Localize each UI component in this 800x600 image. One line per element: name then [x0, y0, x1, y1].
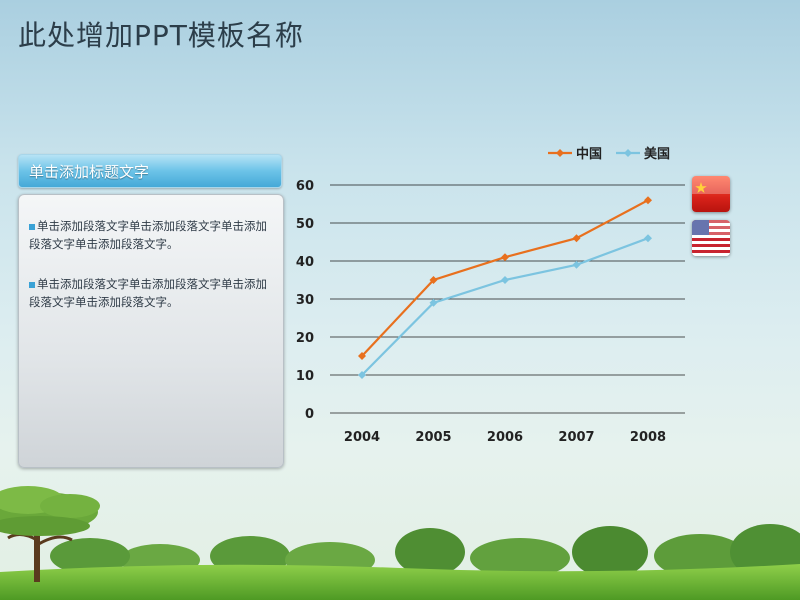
side-paragraph-1: 单击添加段落文字单击添加段落文字单击添加段落文字单击添加段落文字。	[29, 217, 269, 253]
y-tick-label: 50	[296, 217, 314, 232]
side-panel-header: 单击添加标题文字	[18, 154, 282, 188]
y-tick-label: 40	[296, 255, 314, 270]
data-point	[501, 276, 509, 284]
x-tick-label: 2006	[487, 430, 523, 445]
legend-marker-2	[624, 149, 632, 157]
series-layer	[358, 196, 652, 379]
legend-marker-1	[556, 149, 564, 157]
slide-title: 此处增加PPT模板名称	[18, 19, 304, 52]
x-tick-label: 2007	[558, 430, 594, 445]
bullet-icon	[29, 281, 35, 288]
y-tick-label: 20	[296, 331, 314, 346]
grass-ground	[0, 564, 800, 600]
data-point	[572, 234, 581, 243]
legend-label-1: 中国	[576, 146, 602, 162]
y-tick-label: 60	[296, 179, 314, 194]
bullet-icon	[29, 223, 35, 230]
y-tick-label: 30	[296, 293, 314, 308]
usa-flag-icon	[692, 220, 730, 256]
data-point	[429, 276, 438, 284]
chart-legend: 中国 美国	[548, 146, 670, 162]
x-tick-label: 2004	[344, 430, 380, 445]
x-tick-label: 2005	[415, 430, 451, 445]
data-point	[644, 234, 652, 243]
y-tick-label: 0	[305, 407, 314, 422]
y-tick-label: 10	[296, 369, 314, 384]
x-axis-ticks: 2004 2005 2006 2007 2008	[344, 430, 666, 445]
data-point	[358, 352, 366, 360]
data-point	[644, 196, 652, 205]
data-point	[572, 260, 581, 269]
side-paragraph-1-text: 单击添加段落文字单击添加段落文字单击添加段落文字单击添加段落文字。	[29, 219, 267, 251]
x-tick-label: 2008	[630, 430, 666, 445]
legend-label-2: 美国	[644, 146, 670, 162]
grid-lines	[330, 184, 685, 414]
side-panel: 单击添加段落文字单击添加段落文字单击添加段落文字单击添加段落文字。 单击添加段落…	[18, 194, 284, 468]
data-point	[501, 253, 509, 262]
big-tree	[0, 486, 100, 582]
side-paragraph-2-text: 单击添加段落文字单击添加段落文字单击添加段落文字单击添加段落文字。	[29, 277, 267, 309]
china-flag-icon	[692, 176, 730, 212]
data-point	[429, 298, 438, 307]
data-point	[358, 371, 366, 379]
y-axis-ticks: 0 10 20 30 40 50 60	[296, 179, 314, 422]
side-paragraph-2: 单击添加段落文字单击添加段落文字单击添加段落文字单击添加段落文字。	[29, 275, 269, 311]
side-panel-header-label: 单击添加标题文字	[29, 163, 150, 181]
